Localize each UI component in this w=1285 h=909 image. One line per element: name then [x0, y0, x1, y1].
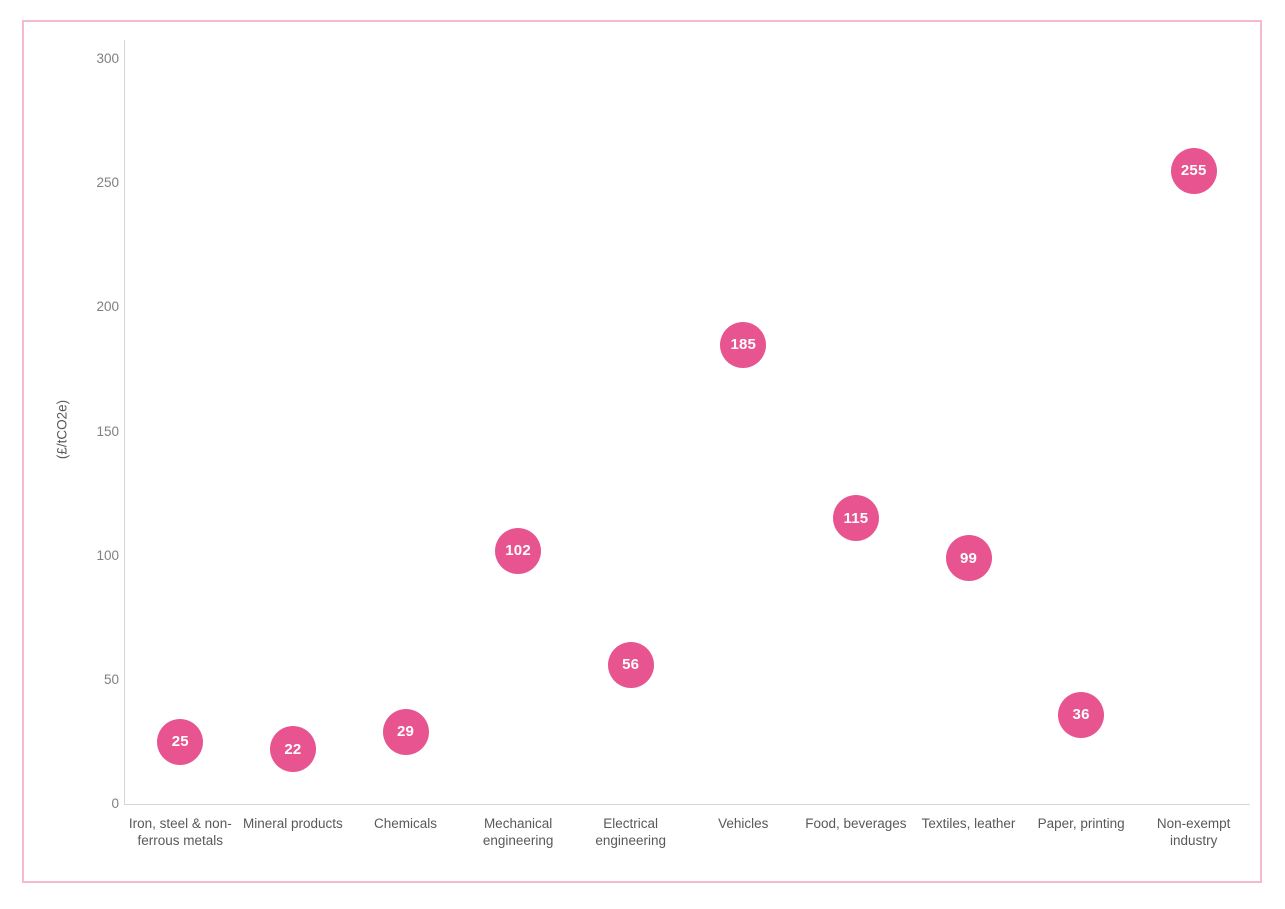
y-tick-label: 250 [96, 175, 119, 191]
data-point-bubble: 102 [495, 527, 542, 574]
x-category-label: Iron, steel & non-ferrous metals [128, 816, 232, 848]
data-point-bubble: 25 [157, 718, 204, 765]
data-point-value: 102 [505, 542, 531, 560]
y-tick-label: 300 [96, 51, 119, 66]
y-tick-label: 150 [96, 423, 119, 439]
x-category-label: Non-exempt industry [1156, 816, 1231, 848]
x-category-label: Chemicals [373, 816, 438, 831]
data-point-value: 29 [396, 723, 415, 741]
x-category-label: Mineral products [242, 816, 343, 831]
data-point-value: 25 [171, 733, 189, 751]
data-point-value: 22 [284, 740, 302, 758]
data-point-value: 185 [730, 336, 757, 354]
plot-area: (£/tCO2e) 0 50 100 150 200 250 300 25 22 29 102 56… [24, 22, 1260, 881]
data-point-bubble: 22 [269, 726, 316, 773]
y-tick-label: 0 [111, 796, 119, 811]
x-axis-line [124, 804, 1250, 805]
x-category-label: Textiles, leather [921, 816, 1016, 831]
y-tick-label: 200 [96, 299, 119, 315]
data-point-value: 115 [843, 509, 869, 527]
data-point-bubble: 29 [382, 708, 429, 755]
chart-frame: (£/tCO2e) 0 50 100 150 200 250 300 25 22 29 102 56… [22, 20, 1262, 883]
y-tick-label: 100 [96, 547, 119, 563]
y-tick-label: 50 [103, 671, 119, 687]
data-point-bubble: 255 [1170, 147, 1217, 194]
x-category-label: Vehicles [718, 816, 769, 831]
data-point-value: 255 [1180, 162, 1207, 180]
x-category-label: Paper, printing [1037, 816, 1125, 831]
x-category-label: Mechanical engineering [482, 816, 554, 848]
x-category-label: Electrical engineering [595, 816, 666, 848]
data-point-bubble: 185 [720, 321, 767, 368]
data-point-value: 36 [1072, 706, 1090, 724]
data-point-value: 99 [959, 549, 978, 567]
y-axis-line [124, 40, 125, 804]
data-point-bubble: 36 [1058, 691, 1105, 738]
x-category-label: Food, beverages [805, 816, 907, 831]
data-point-bubble: 56 [607, 641, 654, 688]
data-point-bubble: 115 [832, 495, 879, 542]
data-point-value: 56 [622, 656, 640, 674]
data-point-bubble: 99 [945, 535, 992, 582]
